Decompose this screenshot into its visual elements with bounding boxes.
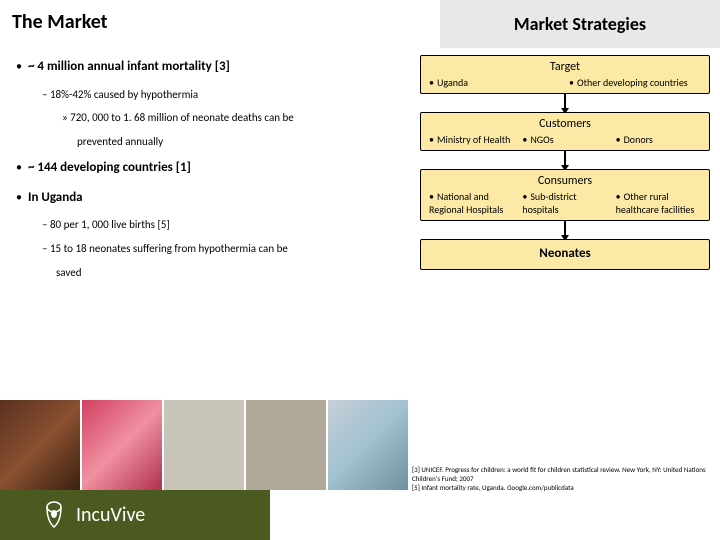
arrow-icon [564,221,566,237]
photo-3 [164,400,246,490]
photo-1 [0,400,82,490]
bullet-mortality: •~ 4 million annual infant mortality [3] [16,55,412,79]
customers-item-1: •NGOs [520,133,609,146]
target-item-0: •Uganda [427,76,563,89]
bullet-hypothermia: – 18%-42% caused by hypothermia [42,85,412,105]
strategies-panel: Target •Uganda •Other developing countri… [420,55,710,288]
consumers-box: Consumers •National and Regional Hospita… [420,169,710,221]
logo-icon [40,501,68,529]
target-title: Target [427,60,703,74]
consumers-item-2: •Other rural healthcare facilities [614,190,703,216]
arrow-icon [564,94,566,110]
customers-item-0: •Ministry of Health [427,133,516,146]
bullet-suffering-a: – 15 to 18 neonates suffering from hypot… [42,239,412,259]
logo-name-a: Incu [76,503,111,527]
target-box: Target •Uganda •Other developing countri… [420,55,710,94]
uganda-text: In Uganda [28,190,83,205]
bullet-deaths-a: » 720, 000 to 1. 68 million of neonate d… [62,108,412,128]
photo-2 [82,400,164,490]
logo-name-b: Vive [111,503,146,527]
neonates-box: Neonates [420,239,710,270]
photo-4 [246,400,328,490]
consumers-item-0: •National and Regional Hospitals [427,190,516,216]
logo-bar: IncuVive [0,490,270,540]
consumers-item-1: •Sub-district hospitals [520,190,609,216]
customers-title: Customers [427,117,703,131]
citation-5: [5] Infant mortality rate, Uganda. Googl… [412,483,712,492]
citations: [3] UNICEF. Progress for children: a wor… [412,465,712,492]
mortality-text: ~ 4 million annual infant mortality [3] [28,59,230,74]
consumers-title: Consumers [427,174,703,188]
neonates-title: Neonates [427,246,703,261]
photo-strip [0,400,410,490]
customers-box: Customers •Ministry of Health •NGOs •Don… [420,112,710,151]
arrow-icon [564,151,566,167]
target-item-1: •Other developing countries [567,76,703,89]
logo-name: IncuVive [76,503,145,527]
countries-text: ~ 144 developing countries [1] [28,160,191,175]
title-right: Market Strategies [514,13,646,35]
market-content: •~ 4 million annual infant mortality [3]… [12,55,412,287]
bullet-births: – 80 per 1, 000 live births [5] [42,215,412,235]
bullet-suffering-b: saved [56,263,412,283]
photo-5 [328,400,410,490]
bullet-uganda: •In Uganda [16,186,412,210]
bullet-deaths-b: prevented annually [77,132,412,152]
bullet-countries: •~ 144 developing countries [1] [16,156,412,180]
customers-item-2: •Donors [614,133,703,146]
title-left: The Market [12,10,108,34]
citation-3: [3] UNICEF. Progress for children: a wor… [412,465,712,483]
title-right-container: Market Strategies [440,0,720,48]
